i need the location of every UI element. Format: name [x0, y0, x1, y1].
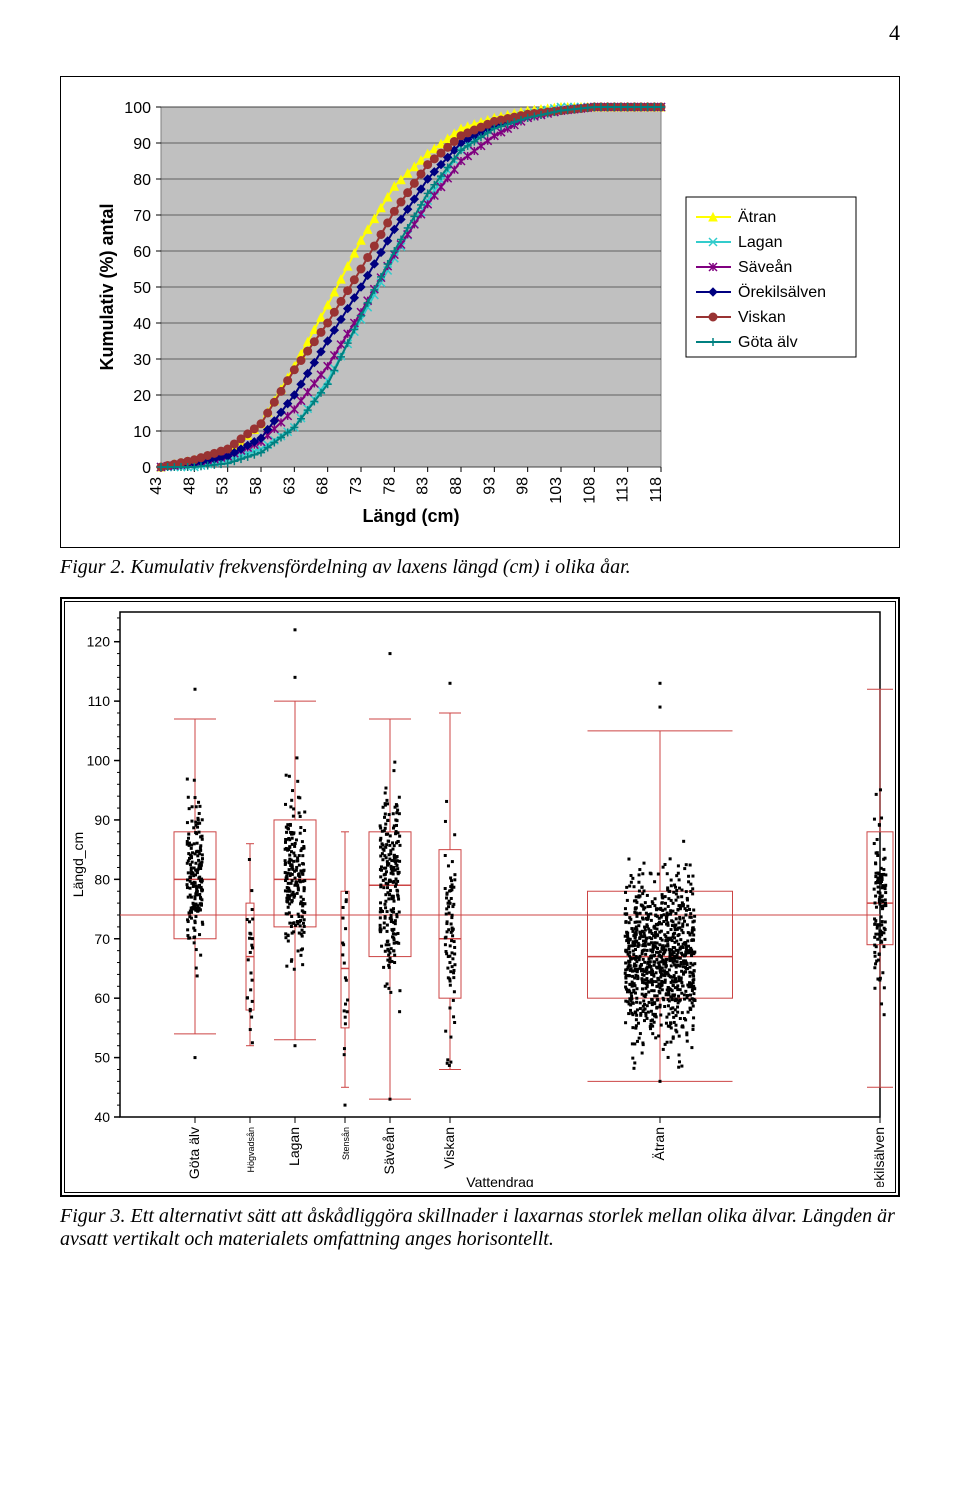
svg-text:90: 90 — [133, 136, 151, 153]
svg-text:Längd_cm: Längd_cm — [70, 832, 86, 897]
svg-text:Lagan: Lagan — [738, 234, 783, 251]
svg-text:70: 70 — [94, 931, 110, 947]
svg-text:80: 80 — [133, 172, 151, 189]
svg-text:103: 103 — [548, 477, 565, 504]
svg-text:30: 30 — [133, 352, 151, 369]
svg-text:Längd (cm): Längd (cm) — [363, 506, 460, 526]
svg-text:83: 83 — [415, 477, 432, 495]
svg-text:100: 100 — [124, 100, 151, 117]
svg-text:98: 98 — [515, 477, 532, 495]
svg-text:120: 120 — [87, 634, 111, 650]
svg-text:108: 108 — [581, 477, 598, 504]
figure-3-caption: Figur 3. Ett alternativt sätt att åskådl… — [60, 1205, 900, 1251]
svg-text:113: 113 — [615, 477, 632, 503]
svg-text:Vattendrag: Vattendrag — [466, 1174, 533, 1187]
svg-text:40: 40 — [133, 316, 151, 333]
svg-text:Viskan: Viskan — [738, 309, 786, 326]
svg-text:Säveån: Säveån — [381, 1127, 397, 1174]
svg-text:Säveån: Säveån — [738, 258, 792, 276]
svg-text:43: 43 — [148, 477, 165, 495]
svg-text:58: 58 — [248, 477, 265, 495]
svg-text:0: 0 — [142, 460, 151, 477]
svg-text:Örekilsälven: Örekilsälven — [738, 283, 826, 301]
svg-text:80: 80 — [94, 871, 110, 887]
page-number: 4 — [60, 20, 900, 46]
svg-text:Stensån: Stensån — [341, 1127, 351, 1160]
svg-text:Ätran: Ätran — [738, 208, 776, 226]
svg-text:20: 20 — [133, 388, 151, 405]
svg-text:Kumulativ (%) antal: Kumulativ (%) antal — [97, 203, 117, 370]
svg-text:Viskan: Viskan — [441, 1127, 457, 1169]
svg-text:63: 63 — [281, 477, 298, 495]
figure-2-caption: Figur 2. Kumulativ frekvensfördelning av… — [60, 556, 900, 579]
svg-text:Göta älv: Göta älv — [738, 334, 798, 351]
svg-text:Lagan: Lagan — [286, 1127, 302, 1166]
svg-text:118: 118 — [648, 477, 665, 503]
cumulative-chart: 0 10 20 30 40 50 60 70 80 90 100 43 48 53 58 63 68 73 78 83… — [60, 76, 900, 548]
svg-text:Göta älv: Göta älv — [186, 1127, 202, 1179]
svg-text:40: 40 — [94, 1109, 110, 1125]
svg-text:50: 50 — [133, 280, 151, 297]
boxplot-chart-outer: 40 50 60 70 80 90 100 110 120 Göta älv Högvadsån La… — [60, 597, 900, 1197]
svg-text:53: 53 — [215, 477, 232, 495]
svg-text:60: 60 — [133, 244, 151, 261]
svg-text:73: 73 — [348, 477, 365, 495]
svg-text:70: 70 — [133, 208, 151, 225]
svg-text:110: 110 — [88, 693, 111, 709]
svg-text:68: 68 — [315, 477, 332, 495]
svg-text:50: 50 — [94, 1050, 110, 1066]
svg-text:90: 90 — [94, 812, 110, 828]
svg-text:Högvadsån: Högvadsån — [246, 1127, 256, 1173]
svg-text:60: 60 — [94, 990, 110, 1006]
svg-text:93: 93 — [481, 477, 498, 495]
svg-text:88: 88 — [448, 477, 465, 495]
svg-text:10: 10 — [133, 424, 151, 441]
svg-text:Ätran: Ätran — [651, 1127, 667, 1160]
svg-text:48: 48 — [181, 477, 198, 495]
svg-text:100: 100 — [87, 753, 111, 769]
svg-text:Örekilsälven: Örekilsälven — [870, 1127, 887, 1187]
svg-text:78: 78 — [381, 477, 398, 495]
